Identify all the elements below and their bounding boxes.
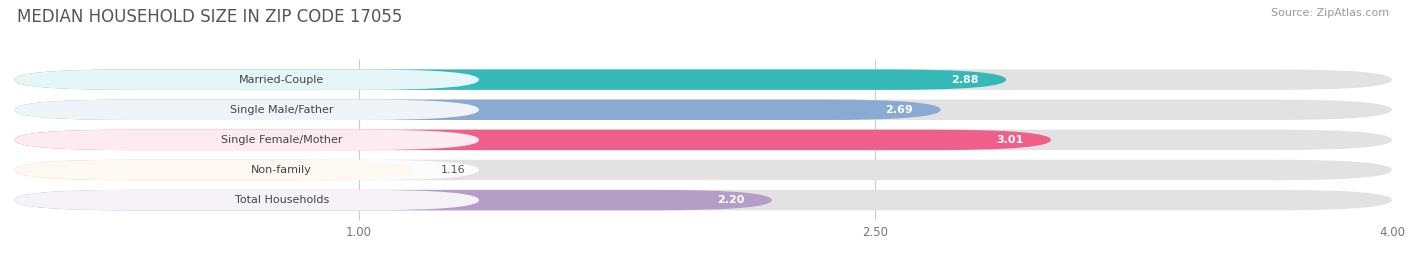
FancyBboxPatch shape (14, 69, 1007, 90)
Text: Single Male/Father: Single Male/Father (231, 105, 333, 115)
Text: 1.16: 1.16 (441, 165, 465, 175)
Text: Source: ZipAtlas.com: Source: ZipAtlas.com (1271, 8, 1389, 18)
FancyBboxPatch shape (14, 160, 479, 180)
FancyBboxPatch shape (14, 130, 1392, 150)
FancyBboxPatch shape (14, 100, 941, 120)
FancyBboxPatch shape (14, 160, 413, 180)
Text: 2.69: 2.69 (886, 105, 912, 115)
FancyBboxPatch shape (14, 100, 1392, 120)
Text: 2.88: 2.88 (950, 75, 979, 85)
Text: 3.01: 3.01 (995, 135, 1024, 145)
FancyBboxPatch shape (14, 69, 1392, 90)
Text: MEDIAN HOUSEHOLD SIZE IN ZIP CODE 17055: MEDIAN HOUSEHOLD SIZE IN ZIP CODE 17055 (17, 8, 402, 26)
FancyBboxPatch shape (14, 190, 479, 210)
Text: Non-family: Non-family (252, 165, 312, 175)
FancyBboxPatch shape (14, 100, 479, 120)
Text: 2.20: 2.20 (717, 195, 744, 205)
Text: Total Households: Total Households (235, 195, 329, 205)
FancyBboxPatch shape (14, 190, 1392, 210)
FancyBboxPatch shape (14, 130, 1050, 150)
FancyBboxPatch shape (14, 190, 772, 210)
Text: Married-Couple: Married-Couple (239, 75, 325, 85)
FancyBboxPatch shape (14, 69, 479, 90)
Text: Single Female/Mother: Single Female/Mother (221, 135, 343, 145)
FancyBboxPatch shape (14, 130, 479, 150)
FancyBboxPatch shape (14, 160, 1392, 180)
